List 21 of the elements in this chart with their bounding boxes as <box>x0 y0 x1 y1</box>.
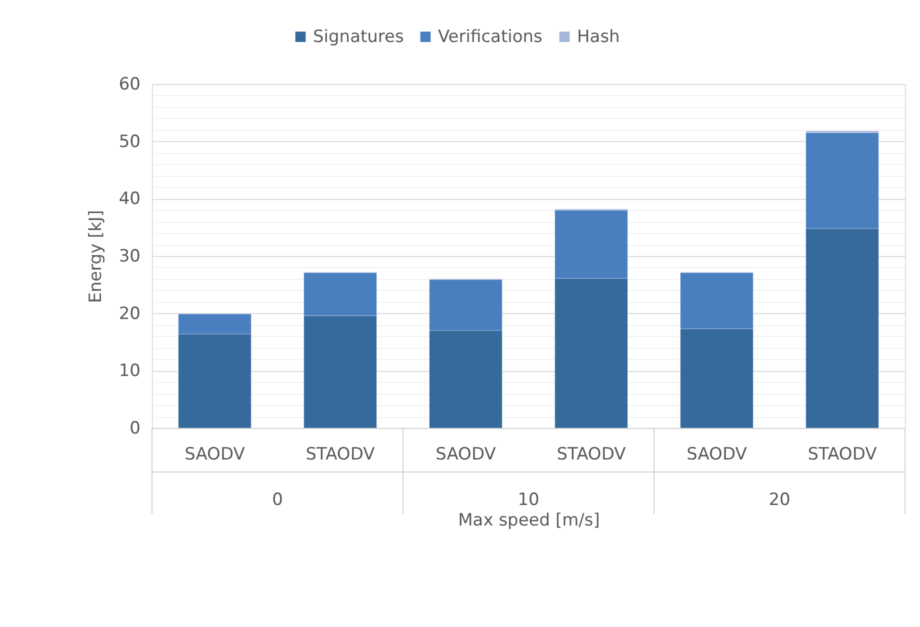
x-axis-title: Max speed [m/s] <box>458 510 600 530</box>
x-tick-label: STAODV <box>306 444 376 464</box>
y-tick-label: 30 <box>118 246 140 266</box>
legend-label: Hash <box>577 26 620 47</box>
x-tick-label: STAODV <box>556 444 626 464</box>
y-axis-title: Energy [kJ] <box>86 210 106 304</box>
y-tick-label: 40 <box>118 189 140 210</box>
y-tick-label: 50 <box>118 132 140 152</box>
text: 20 <box>768 490 790 510</box>
y-tick-label: 60 <box>118 74 140 94</box>
x-tick-label: SAODV <box>436 444 496 464</box>
x-tick-label: SAODV <box>686 444 748 464</box>
y-tick-label: 20 <box>118 304 140 324</box>
legend-label: Verifications <box>438 26 543 47</box>
y-tick-label: 0 <box>130 418 140 438</box>
y-tick-label: 10 <box>118 361 140 382</box>
x-tick-label: SAODV <box>184 444 246 464</box>
x-tick-label: STAODV <box>808 444 878 464</box>
text: 0 <box>272 490 283 510</box>
legend-label: Signatures <box>313 26 404 47</box>
text: 10 <box>518 490 540 510</box>
